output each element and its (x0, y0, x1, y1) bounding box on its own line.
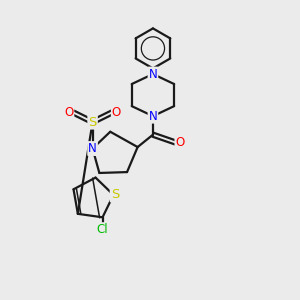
Text: O: O (176, 136, 185, 149)
Text: Cl: Cl (97, 223, 108, 236)
Text: O: O (64, 106, 74, 119)
Text: O: O (112, 106, 121, 119)
Text: N: N (148, 110, 157, 123)
Text: S: S (88, 116, 97, 128)
Text: N: N (88, 142, 97, 155)
Text: N: N (148, 68, 157, 80)
Text: S: S (111, 188, 119, 201)
